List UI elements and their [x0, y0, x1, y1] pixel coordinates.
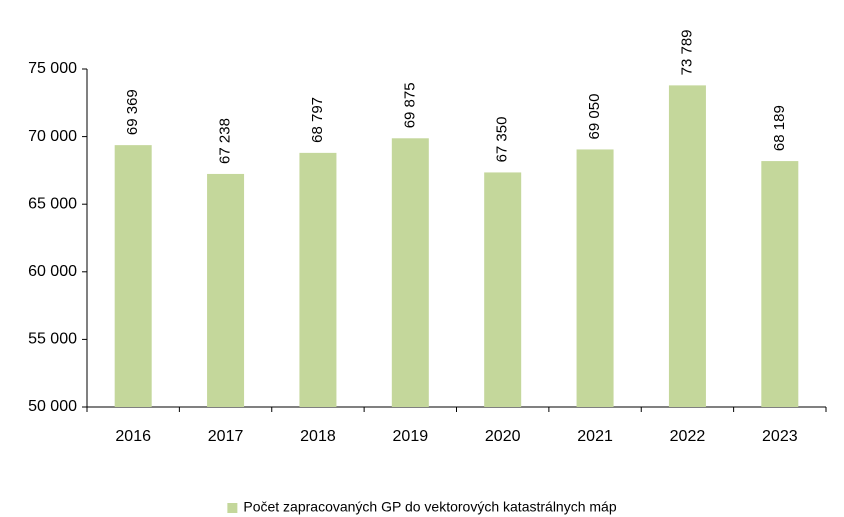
- legend-swatch: [227, 503, 238, 513]
- value-label: 73 789: [678, 29, 695, 75]
- value-label: 69 875: [401, 82, 418, 128]
- y-tick-label: 70 000: [28, 128, 77, 145]
- y-tick-label: 75 000: [28, 60, 77, 77]
- bar: [761, 161, 799, 407]
- y-tick-label: 55 000: [28, 331, 77, 348]
- x-tick-label: 2021: [577, 428, 613, 445]
- bar: [114, 145, 152, 408]
- bar: [484, 172, 522, 407]
- bar: [391, 138, 429, 408]
- value-label: 68 797: [309, 97, 326, 143]
- x-tick-label: 2019: [393, 428, 429, 445]
- y-tick-label: 65 000: [28, 195, 77, 212]
- y-tick-label: 60 000: [28, 263, 77, 280]
- value-label: 69 050: [586, 94, 603, 140]
- bar: [207, 173, 245, 407]
- value-label: 67 350: [494, 117, 511, 163]
- legend-label: Počet zapracovaných GP do vektorových ka…: [243, 499, 616, 515]
- bar: [668, 85, 706, 408]
- x-tick-label: 2022: [670, 428, 706, 445]
- value-label: 67 238: [217, 118, 234, 164]
- value-label: 69 369: [124, 89, 141, 135]
- bar: [299, 152, 337, 407]
- value-label: 68 189: [771, 105, 788, 151]
- x-tick-label: 2020: [485, 428, 521, 445]
- x-tick-label: 2016: [115, 428, 151, 445]
- bar: [576, 149, 614, 407]
- x-tick-label: 2023: [762, 428, 798, 445]
- x-tick-label: 2018: [300, 428, 336, 445]
- x-tick-label: 2017: [208, 428, 244, 445]
- y-tick-label: 50 000: [28, 398, 77, 415]
